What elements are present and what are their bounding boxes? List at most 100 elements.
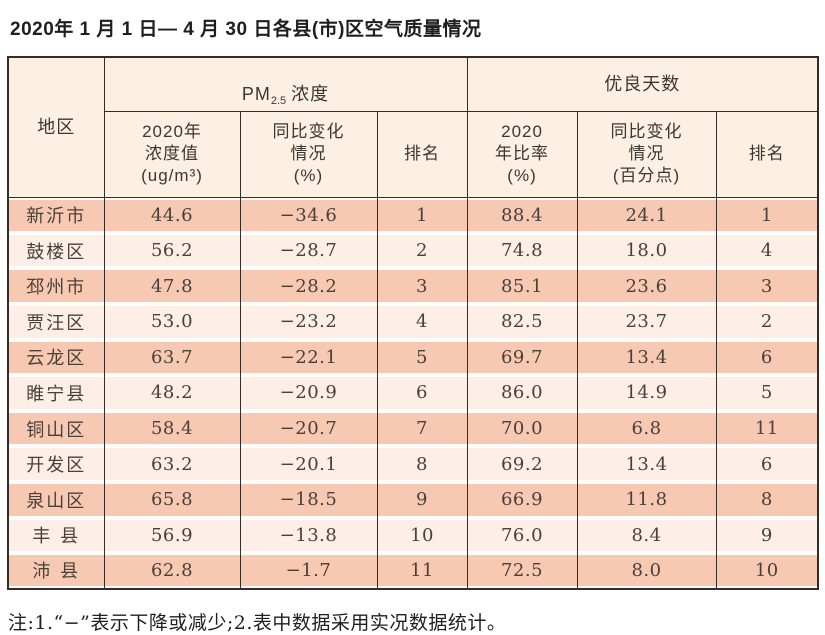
region-header: 地区 <box>8 57 105 198</box>
subheader-pm-value: 2020年 浓度值 (ug/m³) <box>104 111 241 198</box>
value-cell: 7 <box>377 410 468 447</box>
table-row: 鼓楼区 56.2 −28.7 2 74.8 18.0 4 <box>8 232 819 269</box>
value-cell: 63.2 <box>104 446 241 482</box>
table-row: 泉山区 65.8 −18.5 9 66.9 11.8 8 <box>8 481 819 518</box>
value-cell: 1 <box>377 197 468 233</box>
region-cell: 丰 县 <box>8 517 105 554</box>
value-cell: 8.0 <box>577 553 717 589</box>
value-cell: −20.9 <box>240 375 378 411</box>
value-cell: 8 <box>377 446 468 482</box>
subheader-pm-change: 同比变化 情况 (%) <box>240 111 378 198</box>
value-cell: 23.7 <box>577 303 717 340</box>
value-cell: 88.4 <box>467 197 578 233</box>
good-days-group-header: 优良天数 <box>467 57 819 112</box>
value-cell: 18.0 <box>577 232 717 269</box>
value-cell: 69.2 <box>467 446 578 482</box>
value-cell: 3 <box>716 268 819 304</box>
air-quality-table: 地区 PM2.5 浓度 优良天数 2020年 浓度值 (ug/m³) 同比变化 情… <box>7 56 820 590</box>
table-row: 新沂市 44.6 −34.6 1 88.4 24.1 1 <box>8 197 819 233</box>
value-cell: 9 <box>716 517 819 554</box>
value-cell: 6 <box>716 446 819 482</box>
value-cell: 11 <box>716 410 819 447</box>
region-cell: 睢宁县 <box>8 375 105 411</box>
value-cell: −1.7 <box>240 553 378 589</box>
value-cell: −20.1 <box>240 446 378 482</box>
value-cell: 11.8 <box>577 481 717 518</box>
table-row: 丰 县 56.9 −13.8 10 76.0 8.4 9 <box>8 517 819 554</box>
value-cell: 47.8 <box>104 268 241 304</box>
pm25-label-suffix: 浓度 <box>291 84 330 105</box>
value-cell: 62.8 <box>104 553 241 589</box>
table-row: 云龙区 63.7 −22.1 5 69.7 13.4 6 <box>8 339 819 376</box>
subheader-days-rate: 2020 年比率 (%) <box>467 111 578 198</box>
table-row: 邳州市 47.8 −28.2 3 85.1 23.6 3 <box>8 268 819 304</box>
sub-header-row: 2020年 浓度值 (ug/m³) 同比变化 情况 (%) 排名 2020 年比… <box>8 111 819 198</box>
value-cell: 5 <box>377 339 468 376</box>
value-cell: 53.0 <box>104 303 241 340</box>
value-cell: 48.2 <box>104 375 241 411</box>
value-cell: −34.6 <box>240 197 378 233</box>
pm25-label-prefix: PM <box>241 84 271 105</box>
region-cell: 贾汪区 <box>8 303 105 340</box>
value-cell: −23.2 <box>240 303 378 340</box>
region-cell: 开发区 <box>8 446 105 482</box>
value-cell: 14.9 <box>577 375 717 411</box>
value-cell: 10 <box>716 553 819 589</box>
value-cell: 44.6 <box>104 197 241 233</box>
value-cell: 11 <box>377 553 468 589</box>
value-cell: 2 <box>716 303 819 340</box>
table-row: 睢宁县 48.2 −20.9 6 86.0 14.9 5 <box>8 375 819 411</box>
value-cell: 70.0 <box>467 410 578 447</box>
value-cell: 65.8 <box>104 481 241 518</box>
value-cell: 63.7 <box>104 339 241 376</box>
value-cell: 3 <box>377 268 468 304</box>
subheader-pm-rank: 排名 <box>377 111 468 198</box>
pm25-label-subscript: 2.5 <box>270 95 287 108</box>
value-cell: 4 <box>716 232 819 269</box>
region-cell: 新沂市 <box>8 197 105 233</box>
value-cell: −22.1 <box>240 339 378 376</box>
page-title: 2020年 1 月 1 日— 4 月 30 日各县(市)区空气质量情况 <box>10 19 482 40</box>
value-cell: 56.2 <box>104 232 241 269</box>
value-cell: 9 <box>377 481 468 518</box>
table-row: 沛 县 62.8 −1.7 11 72.5 8.0 10 <box>8 553 819 589</box>
value-cell: 13.4 <box>577 446 717 482</box>
value-cell: 74.8 <box>467 232 578 269</box>
value-cell: 72.5 <box>467 553 578 589</box>
value-cell: −18.5 <box>240 481 378 518</box>
region-cell: 云龙区 <box>8 339 105 376</box>
table-row: 开发区 63.2 −20.1 8 69.2 13.4 6 <box>8 446 819 482</box>
value-cell: −28.7 <box>240 232 378 269</box>
value-cell: 8.4 <box>577 517 717 554</box>
value-cell: 4 <box>377 303 468 340</box>
pm25-group-header: PM2.5 浓度 <box>104 57 468 112</box>
value-cell: 76.0 <box>467 517 578 554</box>
table-header: 地区 PM2.5 浓度 优良天数 2020年 浓度值 (ug/m³) 同比变化 情… <box>8 57 819 198</box>
value-cell: 23.6 <box>577 268 717 304</box>
value-cell: 10 <box>377 517 468 554</box>
value-cell: 56.9 <box>104 517 241 554</box>
value-cell: 1 <box>716 197 819 233</box>
table-row: 贾汪区 53.0 −23.2 4 82.5 23.7 2 <box>8 303 819 340</box>
group-header-row: 地区 PM2.5 浓度 优良天数 <box>8 57 819 198</box>
value-cell: 2 <box>377 232 468 269</box>
value-cell: 24.1 <box>577 197 717 233</box>
value-cell: −20.7 <box>240 410 378 447</box>
value-cell: 86.0 <box>467 375 578 411</box>
footnote: 注:1.“−”表示下降或减少;2.表中数据采用实况数据统计。 <box>8 611 507 634</box>
value-cell: 5 <box>716 375 819 411</box>
region-cell: 鼓楼区 <box>8 232 105 269</box>
region-cell: 铜山区 <box>8 410 105 447</box>
table-body: 新沂市 44.6 −34.6 1 88.4 24.1 1 鼓楼区 56.2 −28.7 2 74.8 1… <box>8 197 819 589</box>
table-row: 铜山区 58.4 −20.7 7 70.0 6.8 11 <box>8 410 819 447</box>
value-cell: −28.2 <box>240 268 378 304</box>
value-cell: 8 <box>716 481 819 518</box>
value-cell: 85.1 <box>467 268 578 304</box>
subheader-days-change: 同比变化 情况 (百分点) <box>577 111 717 198</box>
region-cell: 泉山区 <box>8 481 105 518</box>
value-cell: 69.7 <box>467 339 578 376</box>
region-cell: 沛 县 <box>8 553 105 589</box>
value-cell: 66.9 <box>467 481 578 518</box>
value-cell: 13.4 <box>577 339 717 376</box>
